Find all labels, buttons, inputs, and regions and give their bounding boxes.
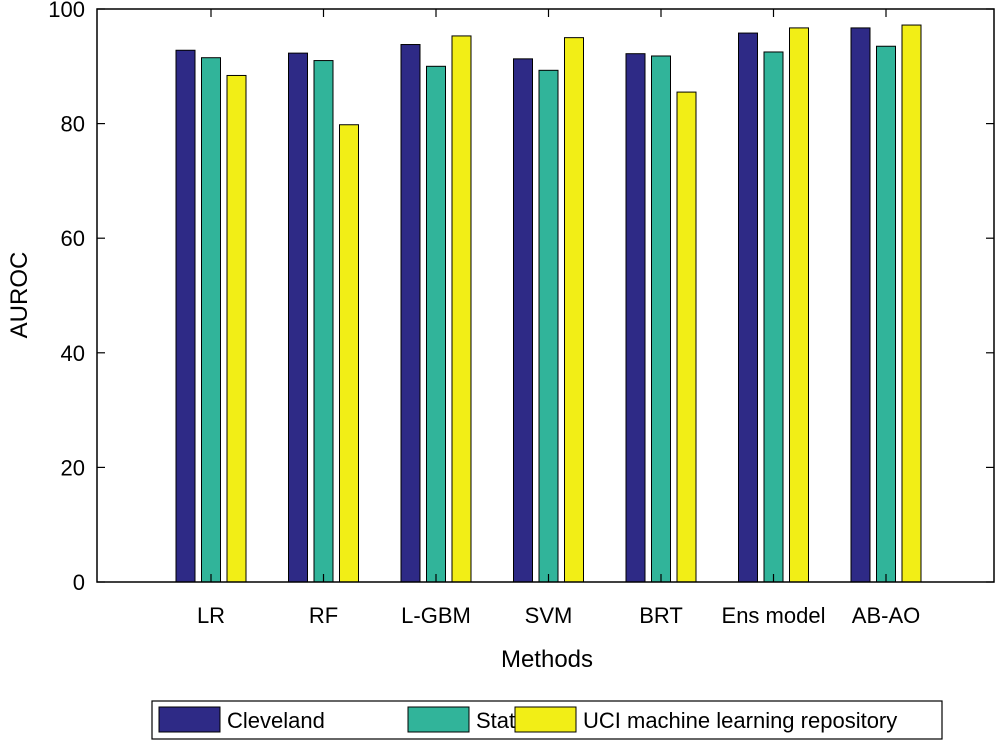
x-tick-label: RF — [309, 603, 338, 628]
bar-uci-machine-learning-repository-l-gbm — [451, 35, 472, 583]
bar-statlog-brt — [651, 55, 671, 583]
bar-uci-machine-learning-repository-brt — [676, 91, 697, 583]
bar-statlog-svm — [538, 69, 559, 583]
x-axis: LR RF L-GBM SVM BRT Ens model AB-AO — [197, 9, 920, 628]
bar-uci-machine-learning-repository-svm — [564, 37, 584, 583]
x-tick-label: AB-AO — [852, 603, 920, 628]
y-tick-label: 20 — [61, 455, 85, 480]
bar-statlog-l-gbm — [426, 65, 446, 583]
bar-statlog-rf — [313, 60, 334, 583]
bar-uci-machine-learning-repository-rf — [339, 124, 359, 583]
bar-uci-machine-learning-repository-lr — [226, 74, 247, 583]
y-tick-label: 40 — [61, 341, 85, 366]
legend-swatch — [407, 706, 470, 733]
y-tick-label: 0 — [73, 570, 85, 595]
bar-uci-machine-learning-repository-ens-model — [789, 27, 809, 583]
x-tick-label: SVM — [525, 603, 573, 628]
bar-cleveland-svm — [513, 58, 533, 583]
x-tick-label: L-GBM — [401, 603, 471, 628]
bar-cleveland-rf — [288, 52, 308, 583]
y-tick-label: 100 — [48, 0, 85, 22]
y-tick-label: 60 — [61, 226, 85, 251]
legend-items: Cleveland Statlog UCI machine learning rep… — [158, 706, 897, 733]
plot-frame — [96, 8, 995, 583]
legend-label: UCI machine learning repository — [583, 708, 897, 733]
bars-layer — [175, 24, 922, 583]
legend-swatch — [158, 706, 221, 733]
y-tick-label: 80 — [61, 112, 85, 137]
y-axis-label: AUROC — [6, 252, 33, 339]
x-tick-label: BRT — [639, 603, 683, 628]
bar-cleveland-ens-model — [738, 32, 758, 583]
x-axis-label: Methods — [501, 646, 593, 673]
bar-statlog-ab-ao — [876, 45, 896, 583]
bar-uci-machine-learning-repository-ab-ao — [901, 24, 922, 583]
bar-cleveland-brt — [625, 53, 646, 583]
bar-cleveland-ab-ao — [850, 27, 871, 583]
bar-statlog-ens-model — [763, 51, 784, 583]
y-axis: 0 20 40 60 80 100 — [48, 0, 994, 595]
legend-swatch — [514, 706, 577, 733]
bar-cleveland-lr — [175, 49, 196, 583]
legend-label: Cleveland — [227, 708, 325, 733]
x-tick-label: LR — [197, 603, 225, 628]
bar-cleveland-l-gbm — [400, 44, 421, 583]
x-tick-label: Ens model — [722, 603, 826, 628]
bar-statlog-lr — [201, 57, 221, 583]
legend: Cleveland Statlog UCI machine learning rep… — [151, 700, 943, 740]
